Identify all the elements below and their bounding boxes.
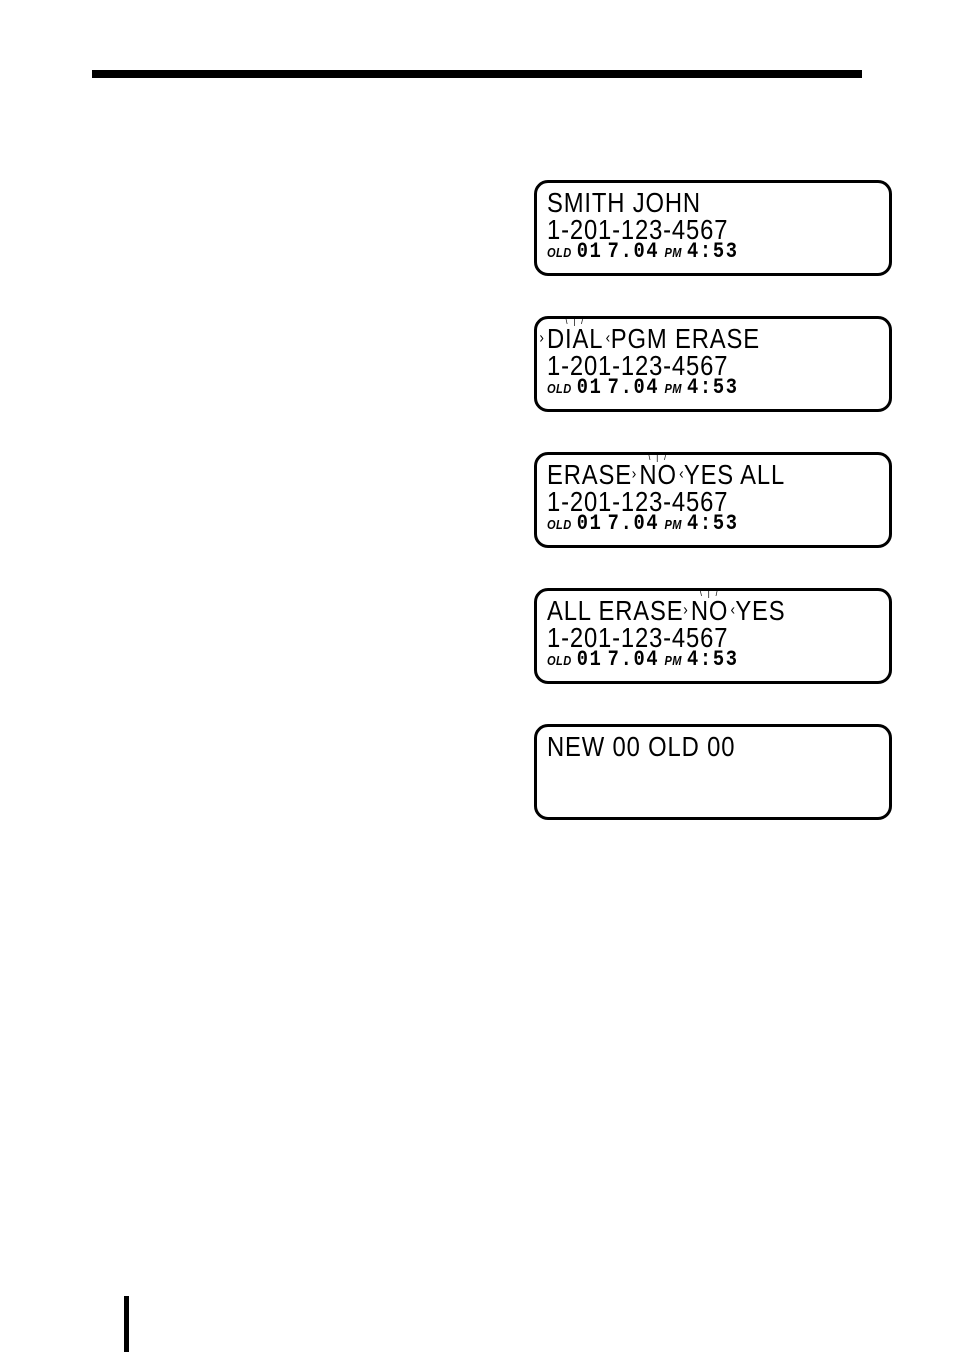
footer-bar xyxy=(124,1296,129,1352)
time: 4:53 xyxy=(687,650,739,670)
blink-caret-right-icon: ‹ xyxy=(731,606,736,616)
lcd-status-line: OLD 01 7.04 PM 4:53 xyxy=(547,514,829,535)
old-label: OLD xyxy=(547,379,572,399)
blink-ticks-icon: \ | / xyxy=(700,591,720,597)
lcd-status-line: OLD 01 7.04 PM 4:53 xyxy=(547,242,829,263)
pm-label: PM xyxy=(664,379,681,399)
blink-ticks-icon: \ | / xyxy=(565,319,585,325)
lcd-stack: SMITH JOHN 1-201-123-4567 OLD 01 7.04 PM… xyxy=(534,180,894,820)
time: 4:53 xyxy=(687,514,739,534)
lcd-line1: ALL ERASE \ | / › NO ‹ YES xyxy=(547,597,829,625)
old-count: 01 xyxy=(577,650,603,670)
lcd-status-line: OLD 01 7.04 PM 4:53 xyxy=(547,650,829,671)
blink-caret-left-icon: › xyxy=(539,334,544,344)
old-label: OLD xyxy=(547,515,572,535)
menu-option-all: ALL xyxy=(740,459,785,490)
lcd-screen-3: ERASE \ | / › NO ‹ YES ALL 1-201-123-456… xyxy=(534,452,892,548)
lcd-screen-5: NEW 00 OLD 00 xyxy=(534,724,892,820)
lcd-status-line: OLD 01 7.04 PM 4:53 xyxy=(547,378,829,399)
lcd-line1: ERASE \ | / › NO ‹ YES ALL xyxy=(547,461,829,489)
menu-option-dial: \ | / › DIAL ‹ xyxy=(547,325,603,353)
date: 7.04 xyxy=(608,378,660,398)
old-label: OLD xyxy=(547,651,572,671)
old-count: 01 xyxy=(577,242,603,262)
old-count: 01 xyxy=(577,514,603,534)
lcd-screen-1: SMITH JOHN 1-201-123-4567 OLD 01 7.04 PM… xyxy=(534,180,892,276)
date: 7.04 xyxy=(608,650,660,670)
lcd-line1: SMITH JOHN xyxy=(547,189,829,217)
menu-option-no: \ | / › NO ‹ xyxy=(639,461,676,489)
pm-label: PM xyxy=(664,243,681,263)
blink-caret-left-icon: › xyxy=(632,470,637,480)
menu-option-yes: YES xyxy=(735,595,785,626)
page: SMITH JOHN 1-201-123-4567 OLD 01 7.04 PM… xyxy=(0,0,954,1352)
header-rule xyxy=(92,70,862,78)
menu-option-no: \ | / › NO ‹ xyxy=(691,597,728,625)
blink-ticks-icon: \ | / xyxy=(648,455,668,461)
time: 4:53 xyxy=(687,378,739,398)
lcd-screen-4: ALL ERASE \ | / › NO ‹ YES 1-201-123-456… xyxy=(534,588,892,684)
pm-label: PM xyxy=(664,651,681,671)
blink-caret-right-icon: ‹ xyxy=(679,470,684,480)
date: 7.04 xyxy=(608,514,660,534)
old-label: OLD xyxy=(547,243,572,263)
old-count: 01 xyxy=(577,378,603,398)
blink-caret-right-icon: ‹ xyxy=(606,334,611,344)
date: 7.04 xyxy=(608,242,660,262)
blink-caret-left-icon: › xyxy=(683,606,688,616)
pm-label: PM xyxy=(664,515,681,535)
time: 4:53 xyxy=(687,242,739,262)
lcd-line1: NEW 00 OLD 00 xyxy=(547,733,829,761)
lcd-screen-2: \ | / › DIAL ‹ PGM ERASE 1-201-123-4567 … xyxy=(534,316,892,412)
lcd-line1: \ | / › DIAL ‹ PGM ERASE xyxy=(547,325,829,353)
